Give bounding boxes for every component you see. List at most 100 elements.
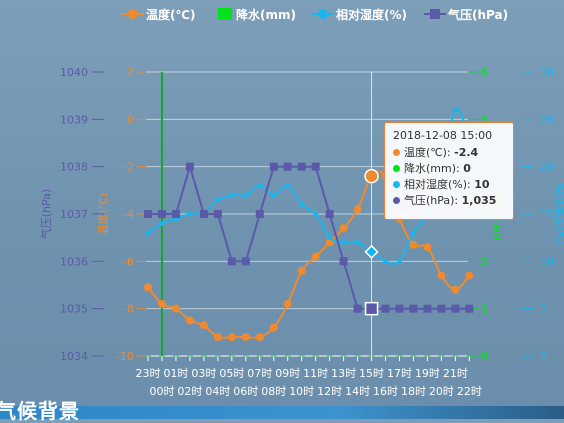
precip-mark <box>270 355 277 357</box>
series-point <box>227 257 236 266</box>
series-lines <box>144 72 474 356</box>
series-point <box>299 202 305 208</box>
rect-icon <box>218 8 232 20</box>
x-tick-label: 08时 <box>261 385 286 398</box>
series-point <box>437 304 446 313</box>
series-point <box>144 283 152 292</box>
series-point <box>215 197 221 203</box>
bottom-strip <box>0 406 564 419</box>
x-tick-label: 14时 <box>345 385 370 398</box>
series-point <box>311 162 320 171</box>
legend-item-1[interactable]: 降水(mm) <box>218 7 296 22</box>
series-point <box>353 205 362 214</box>
series-point <box>381 304 390 313</box>
series-point <box>171 304 180 313</box>
x-tick-label: 17时 <box>387 367 412 380</box>
series-point <box>227 333 236 342</box>
axis-tick-label: 15 <box>540 208 554 221</box>
series-point <box>353 304 362 313</box>
series-point <box>257 183 263 189</box>
series-point <box>339 224 348 233</box>
series-point <box>159 220 165 226</box>
axis-tick-label: -10 <box>116 350 134 363</box>
dot-icon <box>393 181 400 188</box>
axis-tick-label: 0 <box>481 350 488 363</box>
series-point <box>423 243 432 252</box>
x-tick-label: 12时 <box>317 385 342 398</box>
series-point <box>157 299 166 308</box>
series-point <box>327 235 333 241</box>
legend[interactable]: 温度(℃) 降水(mm) 相对湿度(%) 气压(hPa) <box>122 7 508 22</box>
axis-tick-label: 5 <box>481 113 488 126</box>
axis-title: 相对湿度(%) <box>553 182 564 245</box>
precip-mark <box>284 355 291 357</box>
x-tick-label: 10时 <box>289 385 314 398</box>
precip-mark <box>186 355 193 357</box>
axis-title: 温度(℃) <box>96 193 110 236</box>
dot-icon <box>393 165 400 172</box>
x-tick-label: 20时 <box>429 385 454 398</box>
series-point <box>451 304 460 313</box>
hover-indicator <box>364 168 379 316</box>
series-point <box>199 210 208 218</box>
series-point <box>269 162 278 171</box>
precip-mark <box>145 355 151 357</box>
legend-label: 相对湿度(%) <box>336 7 407 22</box>
precip-mark <box>340 355 347 357</box>
legend-label: 温度(℃) <box>146 7 196 22</box>
x-tick-label: 16时 <box>373 385 398 398</box>
precip-mark <box>242 355 249 357</box>
x-tick-label: 00时 <box>149 385 174 398</box>
series-point <box>243 192 249 198</box>
x-tick-label: 18时 <box>401 385 426 398</box>
precip-mark <box>410 355 417 357</box>
legend-item-0[interactable]: 温度(℃) <box>122 7 196 22</box>
legend-item-3[interactable]: 气压(hPa) <box>424 7 508 22</box>
series-point <box>465 304 474 313</box>
axis-tick-label: -2 <box>123 161 134 174</box>
axis-pressure: 1034 1035 1036 1037 1038 1039 1040 气压(hPa) <box>39 66 104 363</box>
series-point <box>311 252 320 261</box>
series-point <box>297 162 306 171</box>
axis-tick-label: 6 <box>481 66 488 79</box>
legend-item-2[interactable]: 相对湿度(%) <box>312 7 407 22</box>
x-tick-label: 22时 <box>457 385 482 398</box>
axis-tick-label: 5 <box>540 303 547 316</box>
axis-tick-label: 1038 <box>60 161 88 174</box>
series-point <box>383 258 389 264</box>
series-point <box>213 333 222 342</box>
precip-mark <box>326 355 333 357</box>
precip-mark <box>172 355 179 357</box>
x-tick-label: 23时 <box>136 367 161 380</box>
x-tick-label: 15时 <box>359 367 384 380</box>
precip-mark <box>200 355 207 357</box>
precip-mark <box>466 355 473 357</box>
circle-icon <box>318 9 328 19</box>
axes: 1034 1035 1036 1037 1038 1039 1040 气压(hPa) -10 -8… <box>39 66 564 398</box>
series-point <box>229 192 235 198</box>
x-tick-label: 04时 <box>205 385 230 398</box>
axis-tick-label: 10 <box>540 255 554 268</box>
axis-tick-label: 1036 <box>60 255 88 268</box>
precip-mark <box>158 355 165 357</box>
axis-tick-label: 2 <box>127 66 134 79</box>
series-point <box>410 230 416 236</box>
series-point <box>185 162 194 171</box>
dot-icon <box>393 149 400 156</box>
series-point <box>283 299 292 308</box>
precip-mark <box>452 355 459 357</box>
axis-tick-label: 30 <box>540 66 554 79</box>
precip-mark <box>424 355 431 357</box>
series-point <box>313 211 319 217</box>
axis-tick-label: 0 <box>540 350 547 363</box>
series-point <box>423 304 432 313</box>
axis-tick-label: -4 <box>123 208 134 221</box>
series-temperature <box>144 170 474 342</box>
tooltip: 2018-12-08 15:00 温度(℃): -2.4 降水(mm): 0 相… <box>384 122 514 220</box>
precip-mark <box>256 355 263 357</box>
series-point <box>157 210 166 218</box>
x-tick-label: 06时 <box>233 385 258 398</box>
square-icon <box>430 9 440 19</box>
series-point <box>355 239 361 245</box>
x-tick-label: 07时 <box>247 367 272 380</box>
